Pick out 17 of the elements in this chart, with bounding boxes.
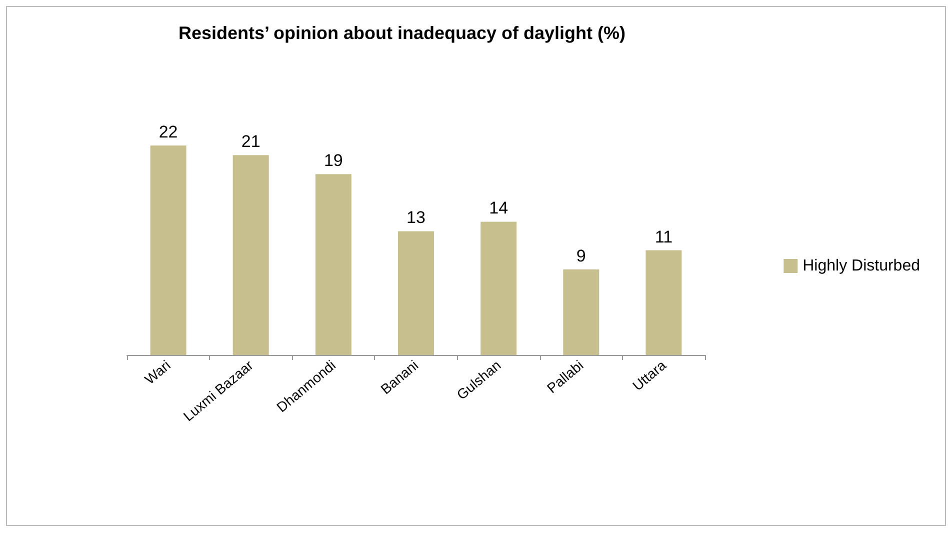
- bar: [646, 250, 682, 355]
- bar: [232, 155, 269, 355]
- legend-label: Highly Disturbed: [802, 258, 920, 274]
- chart-title: Residents’ opinion about inadequacy of daylight (%): [178, 23, 626, 43]
- data-label: 11: [654, 227, 673, 246]
- data-label: 9: [576, 246, 586, 266]
- bar: [150, 146, 186, 355]
- data-label: 14: [489, 198, 508, 218]
- bar: [480, 222, 517, 355]
- bar: [398, 231, 434, 355]
- bar: [563, 269, 600, 355]
- data-label: 22: [158, 122, 178, 142]
- data-label: 19: [324, 151, 343, 170]
- data-label: 13: [406, 208, 426, 228]
- x-tick-label: Wari: [141, 356, 174, 388]
- data-label: 21: [241, 132, 260, 152]
- bar: [315, 174, 352, 355]
